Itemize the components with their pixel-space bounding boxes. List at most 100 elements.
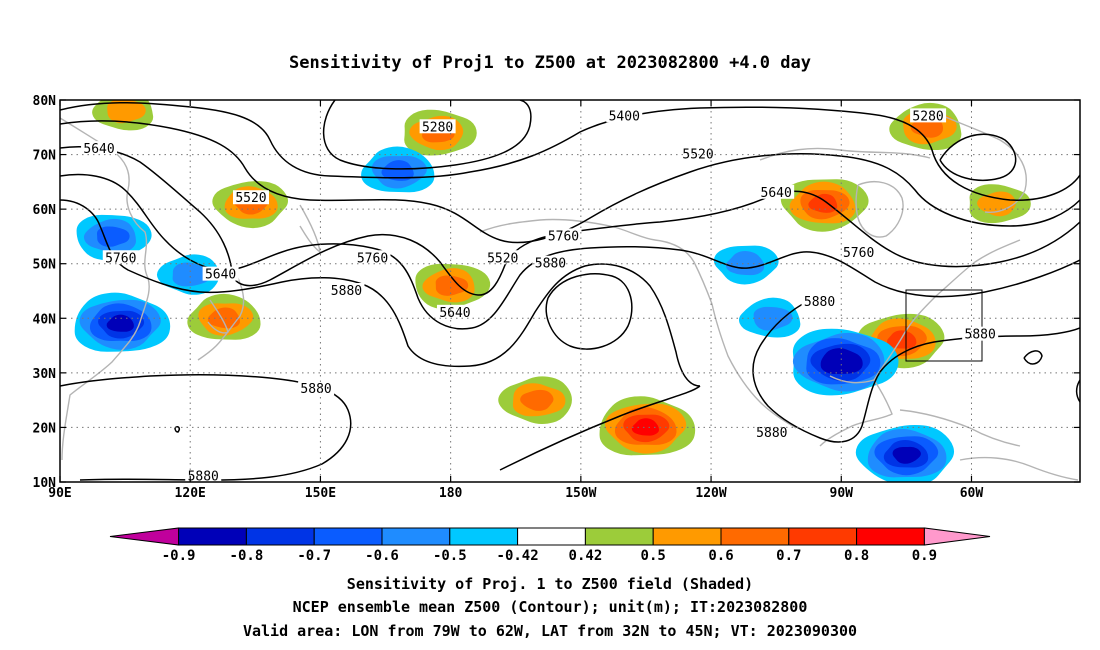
contour-label-background <box>298 381 335 396</box>
colorbar-box <box>584 527 654 546</box>
shaded-region-positive-level-4 <box>808 193 838 213</box>
axis-ticks: 90E 120E 150E 180 150W 120W 90W 60W 10N 20N 30N 40N… <box>33 94 1080 501</box>
sensitivity-shading <box>74 100 1031 482</box>
colorbar-label: 0.7 <box>776 548 801 564</box>
colorbar-box <box>178 527 247 546</box>
contour-label-background <box>606 108 643 123</box>
map-panel: 5280528054005520552055205640564056405640… <box>60 100 1080 485</box>
shaded-region-negative-level-2 <box>753 306 793 331</box>
contour-label-background <box>758 184 795 199</box>
colorbar-label: 0.8 <box>844 548 869 564</box>
contour-label-background <box>419 119 456 134</box>
shaded-region-negative-level-3 <box>381 160 414 181</box>
contour-label-background <box>910 108 947 123</box>
shaded-region-positive-level-2 <box>107 100 146 124</box>
x-tick-label: 60W <box>960 486 984 501</box>
colorbar-label: -0.5 <box>433 548 467 564</box>
colorbar-label: 0.9 <box>912 548 937 564</box>
contour-label: 5520 <box>487 251 518 266</box>
contour-label: 5880 <box>188 470 219 485</box>
x-tick-label: 120E <box>175 486 206 501</box>
shaded-region-positive-level-3 <box>207 307 241 329</box>
contour-5400 <box>60 102 1080 201</box>
coastlines <box>60 109 1079 481</box>
colorbar-box <box>517 527 586 546</box>
colorbar: -0.9 -0.8 -0.7 -0.6 -0.5 -0.42 0.42 0.5 0.6 0.7 0.… <box>109 527 991 564</box>
colorbar-box <box>720 527 790 546</box>
contour-label-background <box>680 146 717 161</box>
contour-label: 5760 <box>357 251 388 266</box>
chart-title: Sensitivity of Proj1 to Z500 at 20230828… <box>289 53 811 73</box>
colorbar-box <box>381 527 451 546</box>
y-tick-label: 70N <box>33 149 57 164</box>
contour-5880-main <box>60 199 701 387</box>
contour-5280-a <box>322 100 532 170</box>
coastline-greenland <box>929 109 1027 213</box>
x-tick-label: 180 <box>439 486 463 501</box>
coastline-japan <box>197 277 245 361</box>
colorbar-right-triangle <box>923 527 991 546</box>
z500-contours <box>60 100 1080 481</box>
x-tick-label: 150W <box>565 486 596 501</box>
contour-label: 5760 <box>105 251 136 266</box>
colorbar-label: 0.6 <box>708 548 733 564</box>
coastline-kamchatka <box>299 204 321 254</box>
contour-5760 <box>60 173 1080 330</box>
contour-label: 5880 <box>331 284 362 299</box>
y-tick-label: 30N <box>33 367 57 382</box>
y-tick-label: 50N <box>33 258 57 273</box>
contour-5880-pacific-high <box>545 273 633 350</box>
contour-label: 5640 <box>205 268 236 283</box>
colorbar-label: -0.9 <box>162 548 196 564</box>
shaded-region-negative-level-3 <box>96 226 130 247</box>
shaded-region-positive-level-3 <box>520 389 554 411</box>
contour-label-background <box>328 283 365 297</box>
contour-label: 5640 <box>761 186 792 201</box>
contour-label-background <box>185 468 222 482</box>
coastline-caribbean <box>899 409 1021 447</box>
y-tick-label: 10N <box>33 476 57 491</box>
shaded-region-positive-level-4 <box>887 330 917 349</box>
footer-line-1: Sensitivity of Proj. 1 to Z500 field (Sh… <box>347 575 753 593</box>
contour-5880-tropical <box>499 385 701 471</box>
shaded-region-positive-level-5 <box>631 418 659 436</box>
x-tick-label: 150E <box>305 486 336 501</box>
colorbar-box <box>652 527 722 546</box>
contour-label: 5880 <box>965 328 996 343</box>
contour-label: 5880 <box>300 382 331 397</box>
footer-line-3: Valid area: LON from 79W to 62W, LAT fro… <box>243 622 857 640</box>
y-tick-label: 20N <box>33 421 57 436</box>
contour-label: 5640 <box>439 306 470 321</box>
colorbar-box <box>788 527 858 546</box>
contour-label: 5400 <box>609 109 640 124</box>
shaded-region-negative-level-2 <box>172 262 211 287</box>
shaded-region-positive-level-3 <box>435 275 469 296</box>
x-tick-label: 120W <box>695 486 726 501</box>
contour-label: 5640 <box>83 142 114 157</box>
contour-label-background <box>545 228 582 243</box>
colorbar-box <box>245 527 315 546</box>
colorbar-label: 0.5 <box>641 548 666 564</box>
contour-label: 5880 <box>756 426 787 441</box>
contour-5280-b <box>939 133 1017 181</box>
contour-label-background <box>202 266 239 281</box>
coastline-north-america-west <box>711 303 797 429</box>
contour-labels: 5280528054005520552055205640564056405640… <box>81 108 999 485</box>
contour-5880-small-loop <box>1023 350 1043 365</box>
contour-label-background <box>484 250 521 265</box>
contour-label: 5880 <box>804 295 835 310</box>
contour-label-background <box>354 250 391 265</box>
contour-label: 5760 <box>548 229 579 244</box>
contour-5880-small-island <box>174 426 180 433</box>
contour-label: 5520 <box>235 191 266 206</box>
map-frame <box>59 99 1081 483</box>
colorbar-label: -0.7 <box>297 548 331 564</box>
contour-5640 <box>60 146 1080 296</box>
contour-label: 5280 <box>422 120 453 135</box>
contour-label-background <box>436 304 473 319</box>
coastline-alaska <box>479 218 713 305</box>
contour-label-background <box>840 244 877 259</box>
shaded-region-positive-level-2 <box>977 191 1016 217</box>
contour-label: 5280 <box>912 109 943 124</box>
